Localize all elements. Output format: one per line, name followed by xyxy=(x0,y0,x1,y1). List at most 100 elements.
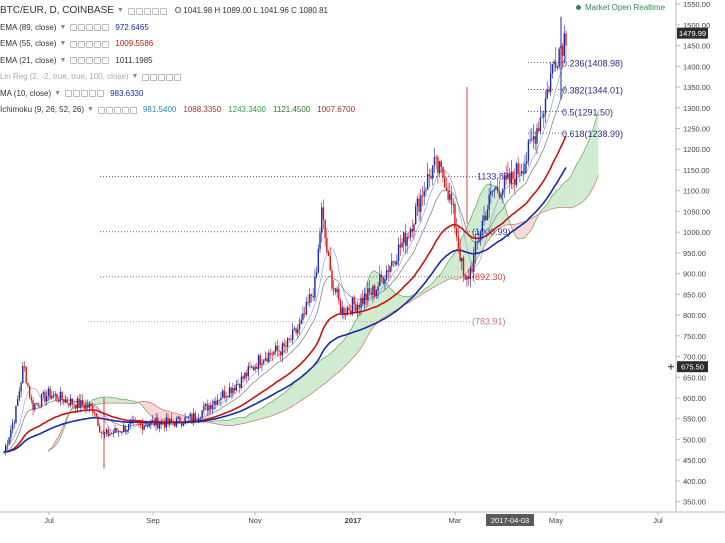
candle-body xyxy=(52,394,55,396)
candle-body xyxy=(107,429,109,436)
candle-body xyxy=(355,304,357,312)
candle-body xyxy=(297,329,299,334)
eye-icon[interactable] xyxy=(70,40,78,48)
eye-icon[interactable] xyxy=(142,73,150,81)
candle-body xyxy=(356,304,359,312)
ichimoku-cloud-segment xyxy=(292,382,295,406)
more-icon[interactable] xyxy=(94,24,102,32)
indicator-row[interactable]: EMA (55, close) ▼ 1009.5586 xyxy=(0,36,362,53)
candle-body xyxy=(85,404,87,409)
ichimoku-cloud-segment xyxy=(374,270,377,326)
ichimoku-cloud-segment xyxy=(362,295,365,346)
ichimoku-cloud-segment xyxy=(116,398,119,404)
more-icon[interactable] xyxy=(89,90,97,98)
ichimoku-cloud-segment xyxy=(444,264,447,282)
chevron-down-icon[interactable]: ▼ xyxy=(59,40,67,47)
candle-body xyxy=(360,297,362,308)
indicator-action-icons xyxy=(142,73,182,81)
close-icon[interactable] xyxy=(102,24,110,32)
eye-icon[interactable] xyxy=(70,57,78,65)
candle-body xyxy=(563,33,565,56)
candle-body xyxy=(293,328,296,330)
close-icon[interactable] xyxy=(159,7,167,15)
candle-body xyxy=(27,383,29,386)
indicator-row[interactable]: Ichimoku (9, 26, 52, 26) ▼ 981.5400 1088.33… xyxy=(0,102,362,119)
ichimoku-cloud-segment xyxy=(454,249,457,280)
more-icon[interactable] xyxy=(121,106,129,114)
ichimoku-cloud-segment xyxy=(593,122,596,187)
indicator-action-icons xyxy=(70,24,110,32)
symbol-title[interactable]: BTC/EUR, D, COINBASE xyxy=(0,5,114,16)
candle-body xyxy=(433,157,436,166)
more-icon[interactable] xyxy=(166,73,174,81)
close-icon[interactable] xyxy=(97,90,105,98)
ichimoku-cloud-segment xyxy=(226,420,228,426)
close-icon[interactable] xyxy=(129,106,137,114)
add-icon[interactable] xyxy=(86,40,94,48)
settings-icon[interactable] xyxy=(78,40,86,48)
candle-body xyxy=(326,238,328,252)
y-tick-label: 1400.00 xyxy=(683,62,710,71)
add-icon[interactable] xyxy=(86,24,94,32)
chevron-down-icon[interactable]: ▼ xyxy=(54,89,62,97)
candle-body xyxy=(551,64,554,74)
settings-icon[interactable] xyxy=(105,106,113,114)
settings-icon[interactable] xyxy=(73,90,81,98)
settings-icon[interactable] xyxy=(150,73,158,81)
more-icon[interactable] xyxy=(94,57,102,65)
candle-body xyxy=(192,413,195,421)
indicator-row[interactable]: Lin Reg (2, -2, true, true, 100, close) ▼ xyxy=(0,69,362,86)
more-icon[interactable] xyxy=(151,7,159,15)
chevron-down-icon[interactable]: ▼ xyxy=(59,56,67,64)
settings-icon[interactable] xyxy=(78,57,86,65)
candle-body xyxy=(170,418,173,422)
indicator-name: EMA (55, close) xyxy=(0,39,57,48)
eye-icon[interactable] xyxy=(127,7,135,15)
y-tick-label: 700.00 xyxy=(683,353,706,362)
candle-body xyxy=(158,424,161,429)
add-icon[interactable] xyxy=(86,57,94,65)
chevron-down-icon[interactable]: ▼ xyxy=(59,23,67,31)
eye-icon[interactable] xyxy=(65,90,73,98)
eye-icon[interactable] xyxy=(70,24,78,32)
ichimoku-cloud-segment xyxy=(229,419,232,426)
chevron-down-icon[interactable]: ▼ xyxy=(116,7,124,14)
candle-body xyxy=(216,399,219,405)
indicator-row[interactable]: MA (10, close) ▼ 983.6330 xyxy=(0,86,362,103)
close-icon[interactable] xyxy=(102,40,110,48)
chevron-down-icon[interactable]: ▼ xyxy=(87,106,94,113)
more-icon[interactable] xyxy=(94,40,102,48)
candle-body xyxy=(445,187,448,191)
ichimoku-cloud-segment xyxy=(227,420,230,426)
candle-body xyxy=(98,425,101,432)
eye-icon[interactable] xyxy=(97,106,105,114)
close-icon[interactable] xyxy=(102,57,110,65)
candle-body xyxy=(483,215,485,221)
candle-body xyxy=(322,207,325,220)
add-icon[interactable] xyxy=(158,73,166,81)
ichimoku-cloud-segment xyxy=(357,313,360,353)
ichimoku-cloud-segment xyxy=(343,337,346,368)
settings-icon[interactable] xyxy=(78,24,86,32)
add-icon[interactable] xyxy=(81,90,89,98)
indicator-row[interactable]: EMA (89, close) ▼ 972.6465 xyxy=(0,20,362,37)
ichimoku-cloud-segment xyxy=(97,397,100,405)
settings-icon[interactable] xyxy=(135,7,143,15)
candle-body xyxy=(302,313,304,320)
chevron-down-icon[interactable]: ▼ xyxy=(131,73,139,80)
indicator-value: 1007.6700 xyxy=(317,105,356,114)
add-icon[interactable] xyxy=(113,106,121,114)
candle-body xyxy=(486,209,489,221)
candle-body xyxy=(244,372,246,379)
ichimoku-cloud-segment xyxy=(484,185,486,247)
close-icon[interactable] xyxy=(174,73,182,81)
candle-body xyxy=(51,395,53,399)
candle-body xyxy=(245,372,248,377)
candle-body xyxy=(122,425,125,433)
candle-body xyxy=(305,301,308,315)
indicator-row[interactable]: EMA (21, close) ▼ 1011.1985 xyxy=(0,53,362,70)
candle-body xyxy=(524,163,526,174)
candle-body xyxy=(187,416,190,418)
add-icon[interactable] xyxy=(143,7,151,15)
